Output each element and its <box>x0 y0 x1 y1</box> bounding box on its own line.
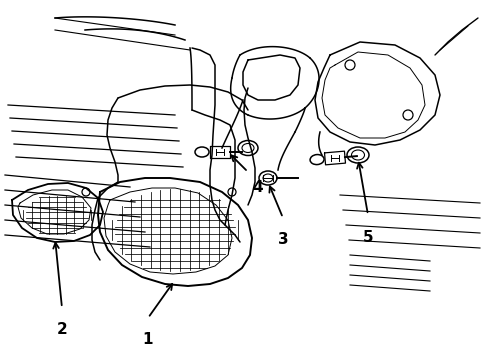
Text: 4: 4 <box>253 180 263 195</box>
Text: 5: 5 <box>363 230 373 245</box>
Text: 3: 3 <box>278 232 288 247</box>
Text: 1: 1 <box>143 332 153 347</box>
Text: 2: 2 <box>57 322 68 337</box>
